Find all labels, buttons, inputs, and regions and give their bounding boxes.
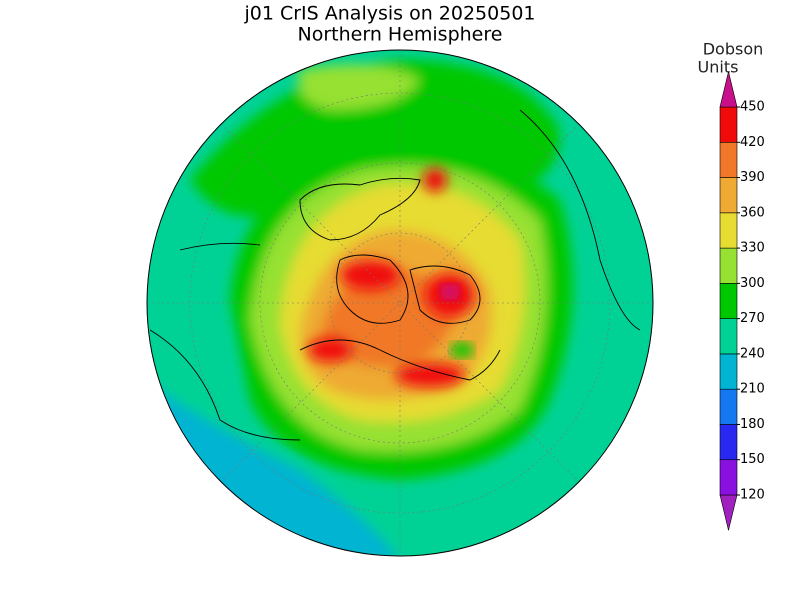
colorbar-tick-label: 300	[740, 276, 765, 291]
colorbar-tick-label: 180	[740, 417, 765, 432]
colorbar-label: Dobson	[703, 40, 764, 59]
colorbar-segment	[719, 353, 738, 390]
colorbar-tick-label: 450	[740, 100, 765, 115]
colorbar-tick-label: 390	[740, 170, 765, 185]
colorbar-extend-high	[719, 71, 738, 108]
colorbar-tick-label: 270	[740, 311, 765, 326]
colorbar-tick-label: 120	[740, 488, 765, 503]
colorbar-segment	[719, 212, 738, 249]
polar-map	[147, 50, 653, 556]
map-border	[146, 49, 654, 557]
colorbar-segment	[719, 424, 738, 461]
colorbar-tick-label: 420	[740, 135, 765, 150]
subtitle: Northern Hemisphere	[298, 24, 503, 46]
colorbar-tick-label: 240	[740, 346, 765, 361]
title: j01 CrIS Analysis on 20250501	[243, 3, 535, 25]
colorbar-segment	[719, 388, 738, 425]
colorbar-segment	[719, 247, 738, 284]
colorbar-tick-label: 360	[740, 205, 765, 220]
colorbar-segment	[719, 318, 738, 355]
colorbar-segment	[719, 459, 738, 496]
colorbar-tick-label: 150	[740, 452, 765, 467]
colorbar-extend-low	[719, 494, 738, 531]
colorbar-tick-label: 210	[740, 382, 765, 397]
colorbar-segment	[719, 177, 738, 214]
colorbar-tick-label: 330	[740, 241, 765, 256]
colorbar-segment	[719, 106, 738, 143]
colorbar-segment	[719, 141, 738, 178]
colorbar-segment	[719, 283, 738, 319]
colorbar-label: Units	[698, 58, 739, 77]
